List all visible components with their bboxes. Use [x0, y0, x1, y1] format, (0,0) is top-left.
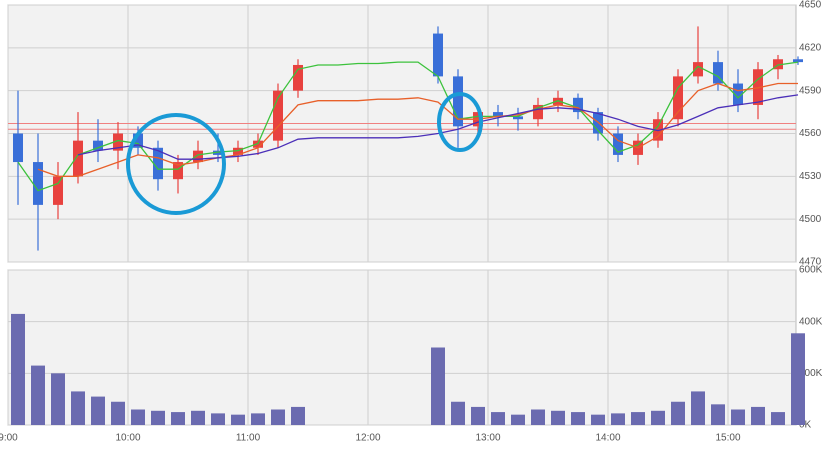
moving-average-line [77, 94, 799, 160]
x-tick-label: 9:00 [0, 433, 18, 444]
candle-body [73, 140, 83, 177]
volume-bar [531, 409, 545, 425]
candle-body [613, 133, 623, 155]
volume-bar [211, 413, 225, 425]
candle-body [513, 116, 523, 120]
candle-body [113, 133, 123, 151]
x-tick-label: 10:00 [115, 433, 140, 444]
volume-panel [7, 269, 797, 426]
volume-bar [491, 412, 505, 425]
volume-bar [71, 391, 85, 425]
highlight-circle [126, 113, 226, 215]
candle-body [433, 33, 443, 77]
candle-body [93, 140, 103, 151]
candle-body [273, 90, 283, 141]
volume-bar [111, 401, 125, 425]
candle-body [753, 69, 763, 105]
volume-bar [551, 410, 565, 425]
y-tick-label: 400K [799, 316, 823, 327]
volume-bar [511, 414, 525, 425]
candle-body [253, 140, 263, 148]
candle-body [793, 59, 803, 63]
volume-bar [711, 404, 725, 425]
moving-average-line [37, 82, 798, 177]
volume-bar [131, 409, 145, 425]
volume-bar [571, 412, 585, 425]
candle-body [573, 97, 583, 113]
volume-bar [631, 412, 645, 425]
volume-bar [251, 413, 265, 425]
volume-bar [171, 412, 185, 425]
y-tick-label: 4590 [799, 85, 822, 96]
candle-body [533, 104, 543, 120]
volume-bar [91, 396, 105, 425]
volume-bar [771, 412, 785, 425]
candle-body [173, 162, 183, 180]
volume-bar [31, 365, 45, 425]
y-tick-label: 4530 [799, 171, 822, 182]
volume-bar [791, 333, 805, 425]
y-tick-label: 4470 [799, 257, 822, 268]
y-tick-label: 4620 [799, 42, 822, 53]
y-tick-label: 4560 [799, 128, 822, 139]
y-tick-label: 4650 [799, 0, 822, 11]
x-tick-label: 11:00 [236, 433, 261, 444]
volume-bar [271, 409, 285, 425]
highlight-circle [437, 92, 483, 152]
volume-bar [691, 391, 705, 425]
candle-body [293, 64, 303, 91]
volume-bar [431, 347, 445, 425]
candle-body [193, 150, 203, 163]
x-tick-label: 12:00 [355, 433, 380, 444]
volume-bar [671, 401, 685, 425]
volume-bar [611, 413, 625, 425]
y-tick-label: 0K [799, 420, 812, 431]
candle-body [493, 112, 503, 117]
volume-bar [751, 406, 765, 425]
volume-bar [51, 373, 65, 425]
volume-bar [191, 410, 205, 425]
candle-body [13, 133, 23, 163]
volume-bar [11, 313, 25, 425]
candle-body [33, 162, 43, 205]
candle-body [693, 62, 703, 77]
candle-body [233, 147, 243, 155]
candle-body [133, 133, 143, 148]
volume-bar [651, 410, 665, 425]
volume-bar [731, 409, 745, 425]
candle-body [773, 59, 783, 70]
volume-bar [451, 401, 465, 425]
y-tick-label: 200K [799, 368, 823, 379]
candle-body [733, 83, 743, 105]
volume-bar [291, 406, 305, 425]
volume-bar [591, 414, 605, 425]
x-tick-label: 15:00 [715, 433, 740, 444]
candle-body [213, 150, 223, 155]
volume-bar [151, 410, 165, 425]
x-tick-label: 14:00 [595, 433, 620, 444]
candle-body [453, 76, 463, 127]
candle-body [673, 76, 683, 120]
plot-layer: 4470 4500 4530 4560 4590 4620 4650 0K 200K 400K 60… [0, 0, 823, 444]
y-tick-label: 4500 [799, 214, 822, 225]
candle-body [153, 147, 163, 180]
candle-body [713, 62, 723, 84]
volume-bar [231, 414, 245, 425]
y-tick-label: 600K [799, 265, 823, 276]
volume-bar [471, 406, 485, 425]
x-tick-label: 13:00 [475, 433, 500, 444]
candle-body [53, 176, 63, 205]
